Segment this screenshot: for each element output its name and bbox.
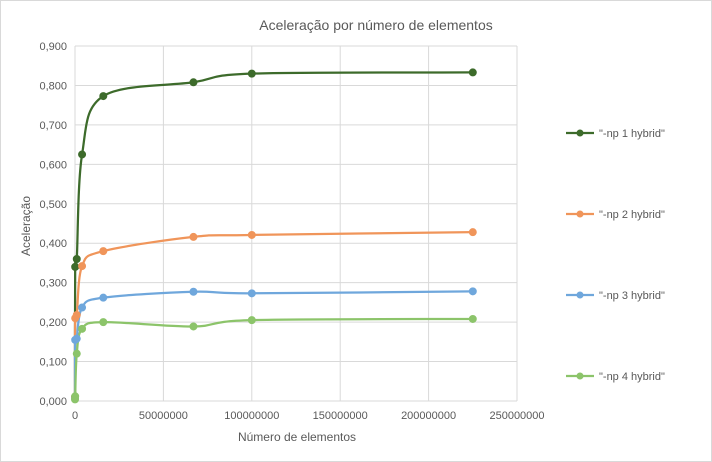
series-points xyxy=(71,68,477,404)
y-axis-title: Aceleração xyxy=(19,196,33,256)
y-tick-label: 0,800 xyxy=(39,80,67,92)
data-point-np4 xyxy=(468,314,477,323)
y-tick-label: 0,500 xyxy=(39,199,67,211)
y-tick-label: 0,400 xyxy=(39,238,67,250)
y-tick-label: 0,100 xyxy=(39,357,67,369)
y-tick-label: 0,600 xyxy=(39,159,67,171)
data-point-np2 xyxy=(99,247,108,256)
x-tick-label: 200000000 xyxy=(401,410,456,422)
y-tick-label: 0,700 xyxy=(39,120,67,132)
legend-label-np2: "-np 2 hybrid" xyxy=(599,209,665,221)
data-point-np2 xyxy=(72,311,81,320)
x-tick-label: 100000000 xyxy=(224,410,279,422)
data-point-np1 xyxy=(78,150,87,159)
data-point-np3 xyxy=(99,293,108,302)
data-point-np1 xyxy=(468,68,477,77)
legend: "-np 1 hybrid" "-np 2 hybrid" "-np 3 hybri… xyxy=(566,128,665,383)
data-point-np1 xyxy=(72,255,81,263)
legend-marker-np3 xyxy=(576,291,584,299)
data-point-np3 xyxy=(72,334,81,343)
legend-marker-np2 xyxy=(576,210,584,218)
data-point-np4 xyxy=(78,324,87,333)
chart-title: Aceleração por número de elementos xyxy=(259,17,492,33)
data-point-np2 xyxy=(189,232,198,241)
gridlines xyxy=(74,45,518,402)
data-point-np4 xyxy=(71,392,80,401)
data-point-np4 xyxy=(99,318,108,327)
data-point-np4 xyxy=(247,316,256,325)
x-tick-label: 50000000 xyxy=(139,410,188,422)
data-point-np3 xyxy=(189,287,198,296)
legend-label-np1: "-np 1 hybrid" xyxy=(599,128,665,140)
data-point-np1 xyxy=(247,69,256,78)
y-tick-label: 0,000 xyxy=(39,396,67,408)
y-tick-label: 0,300 xyxy=(39,278,67,290)
legend-label-np3: "-np 3 hybrid" xyxy=(599,290,665,302)
data-point-np4 xyxy=(72,349,81,358)
x-axis-title: Número de elementos xyxy=(238,430,356,444)
x-tick-label: 250000000 xyxy=(489,410,544,422)
data-point-np3 xyxy=(247,289,256,298)
data-point-np3 xyxy=(468,287,477,296)
y-tick-label: 0,900 xyxy=(39,41,67,53)
data-point-np3 xyxy=(78,303,87,312)
y-tick-label: 0,200 xyxy=(39,317,67,329)
data-point-np2 xyxy=(78,262,87,271)
data-point-np2 xyxy=(468,228,477,237)
data-point-np1 xyxy=(189,78,198,87)
data-point-np1 xyxy=(71,262,80,271)
data-point-np1 xyxy=(99,92,108,101)
y-tick-labels: 0,000 0,100 0,200 0,300 0,400 0,500 0,600 0,700… xyxy=(39,41,67,408)
x-tick-labels: 0 50000000 100000000 150000000 200000000 2500… xyxy=(72,410,545,422)
legend-label-np4: "-np 4 hybrid" xyxy=(599,371,665,383)
x-tick-label: 0 xyxy=(72,410,78,422)
legend-marker-np4 xyxy=(576,372,584,380)
data-point-np2 xyxy=(247,230,256,239)
x-tick-label: 150000000 xyxy=(313,410,368,422)
data-point-np4 xyxy=(189,322,198,331)
legend-marker-np1 xyxy=(576,129,584,137)
